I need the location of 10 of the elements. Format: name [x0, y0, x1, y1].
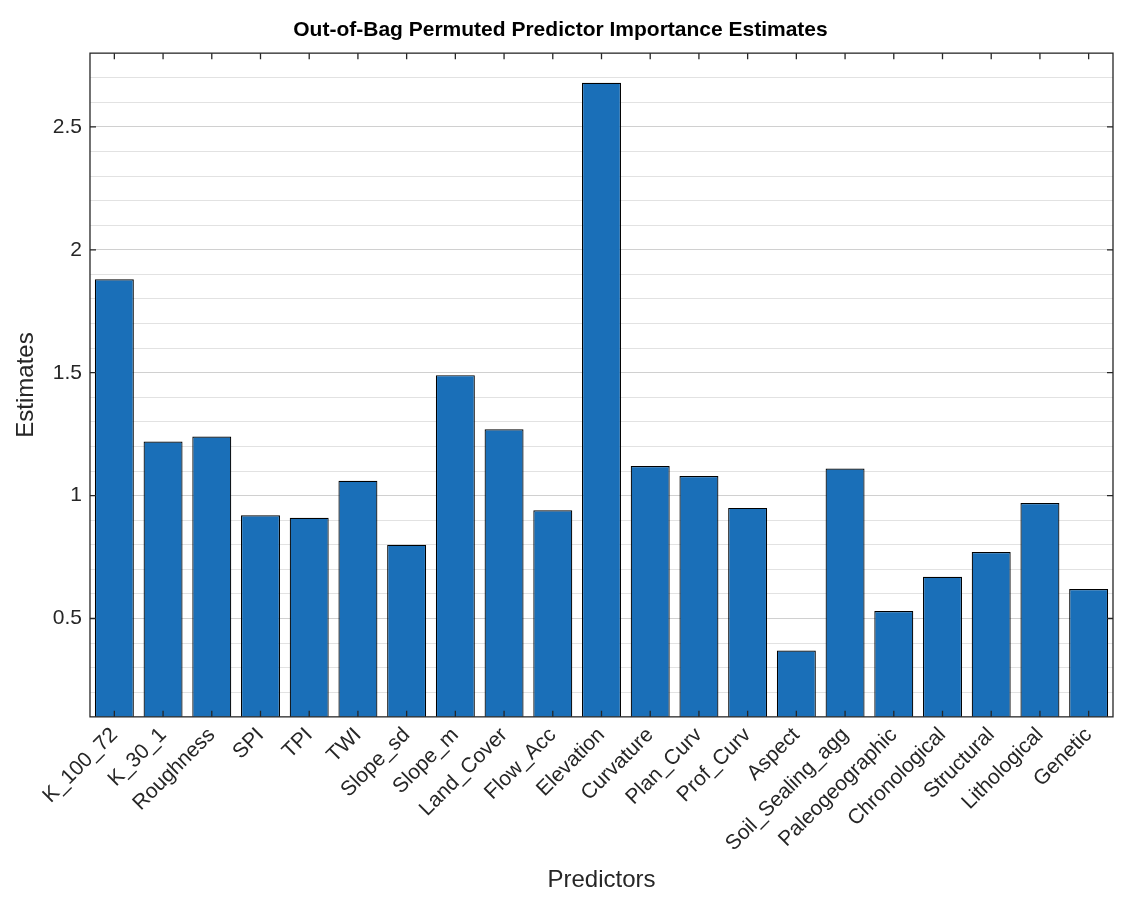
x-tick-label: TPI — [276, 722, 317, 762]
y-tick-label: 2 — [70, 236, 82, 260]
y-tick-label: 2.5 — [52, 113, 82, 137]
x-tick-label: SPI — [227, 722, 268, 763]
chart-title: Out-of-Bag Permuted Predictor Importance Estimates — [293, 17, 828, 41]
y-axis-title: Estimates — [11, 332, 39, 438]
y-tick-label: 1 — [70, 482, 82, 506]
y-tick-label: 1.5 — [52, 359, 82, 383]
y-tick-label: 0.5 — [52, 605, 82, 629]
x-axis-title: Predictors — [547, 865, 656, 893]
